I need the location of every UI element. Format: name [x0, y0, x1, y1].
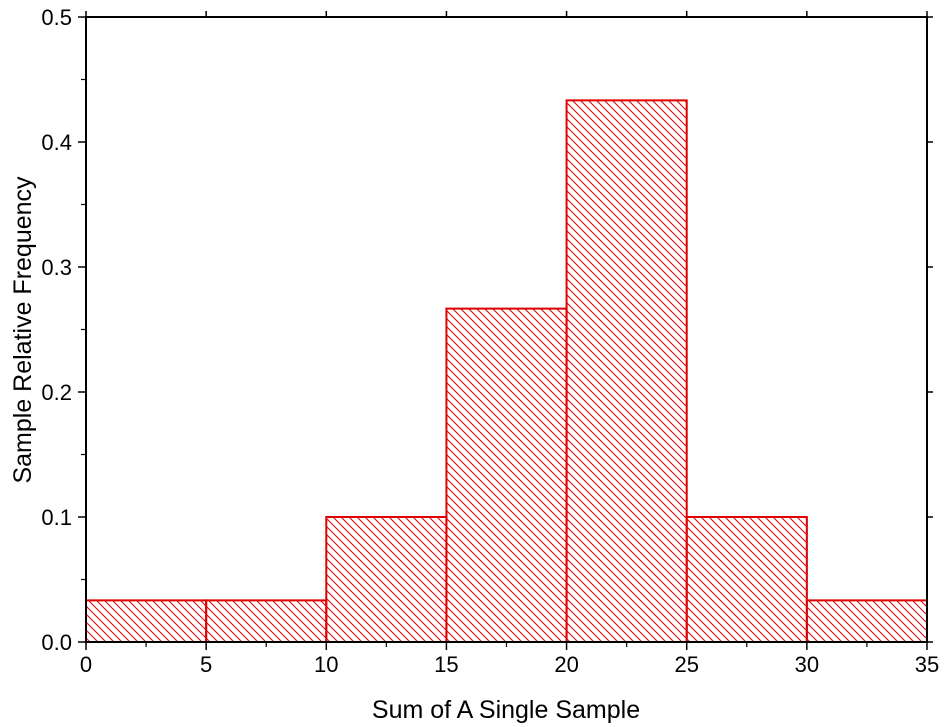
- y-tick-label: 0.5: [41, 5, 72, 30]
- y-tick-label: 0.3: [41, 255, 72, 280]
- x-tick-label: 10: [314, 652, 338, 677]
- bars-layer: [85, 99, 928, 643]
- x-tick-label: 5: [200, 652, 212, 677]
- x-tick-label: 30: [795, 652, 819, 677]
- x-tick-label: 15: [434, 652, 458, 677]
- histogram-bar-0: [85, 599, 208, 643]
- histogram-bar-5: [685, 516, 808, 643]
- x-tick-label: 35: [915, 652, 939, 677]
- histogram-bar-6: [805, 599, 928, 643]
- histogram-bar-1: [205, 599, 328, 643]
- ticks-layer: 0 5 10 15 20 25 30 35 0.0 0.1 0.2 0.3 0.4 0.5: [41, 5, 939, 677]
- y-tick-label: 0.1: [41, 505, 72, 530]
- y-tick-label: 0.0: [41, 630, 72, 655]
- x-tick-label: 20: [554, 652, 578, 677]
- histogram-bar-2: [325, 516, 448, 643]
- x-tick-label: 0: [80, 652, 92, 677]
- histogram-bar-3: [445, 307, 568, 643]
- y-axis-title: Sample Relative Frequency: [9, 176, 37, 484]
- histogram-bar-4: [565, 99, 688, 643]
- x-axis-title: Sum of A Single Sample: [372, 696, 640, 724]
- y-tick-label: 0.2: [41, 380, 72, 405]
- x-tick-label: 25: [674, 652, 698, 677]
- y-tick-label: 0.4: [41, 130, 72, 155]
